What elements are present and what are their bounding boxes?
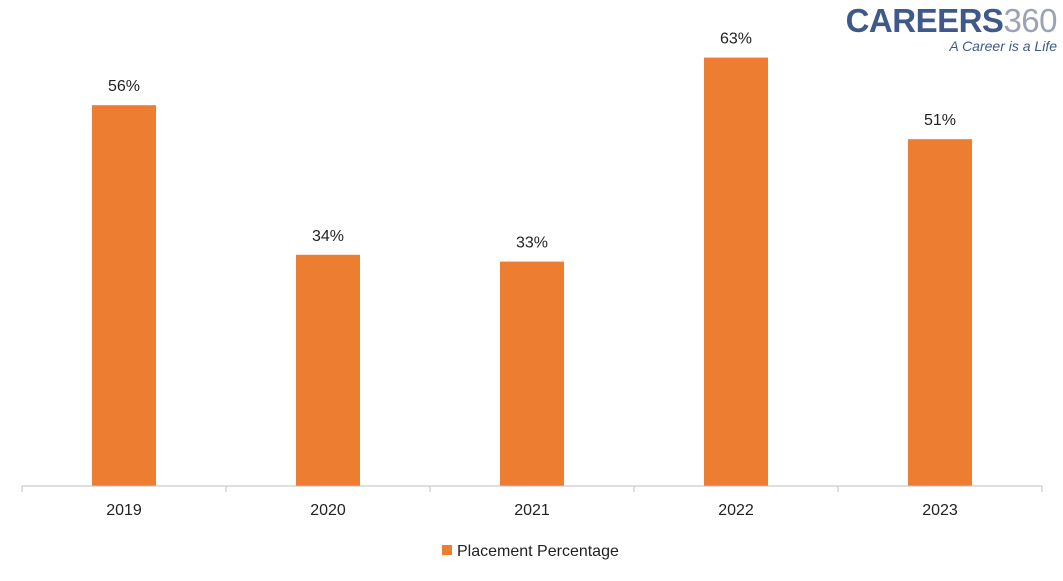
x-tick-label-2020: 2020 <box>310 502 346 519</box>
bar-2019 <box>92 105 156 486</box>
data-label-2019: 56% <box>108 78 140 95</box>
logo-tagline: A Career is a Life <box>949 38 1057 54</box>
data-label-2021: 33% <box>516 235 548 252</box>
bar-2022 <box>704 57 768 486</box>
logo-brand: CAREERS <box>845 2 1004 39</box>
x-axis <box>21 485 1043 492</box>
x-tick-label-2022: 2022 <box>718 502 754 519</box>
x-tick-label-2021: 2021 <box>514 502 550 519</box>
x-tick-label-2023: 2023 <box>922 502 958 519</box>
legend-swatch <box>442 545 452 555</box>
data-labels-group: 56% 34% 33% 63% 51% <box>108 31 956 252</box>
legend: Placement Percentage <box>442 543 619 560</box>
logo-wordmark: CAREERS360 <box>845 2 1058 39</box>
legend-label-placement-percentage: Placement Percentage <box>457 543 619 560</box>
data-label-2023: 51% <box>924 112 956 129</box>
logo-number: 360 <box>1003 2 1057 39</box>
bar-2021 <box>500 261 564 486</box>
careers360-logo: CAREERS360 A Career is a Life <box>845 2 1058 55</box>
data-label-2022: 63% <box>720 31 752 48</box>
bar-2020 <box>296 254 360 486</box>
x-tick-labels: 2019 2020 2021 2022 2023 <box>106 502 958 519</box>
x-tick-label-2019: 2019 <box>106 502 142 519</box>
bar-2023 <box>908 139 972 486</box>
data-label-2020: 34% <box>312 228 344 245</box>
bars-group <box>92 57 972 486</box>
